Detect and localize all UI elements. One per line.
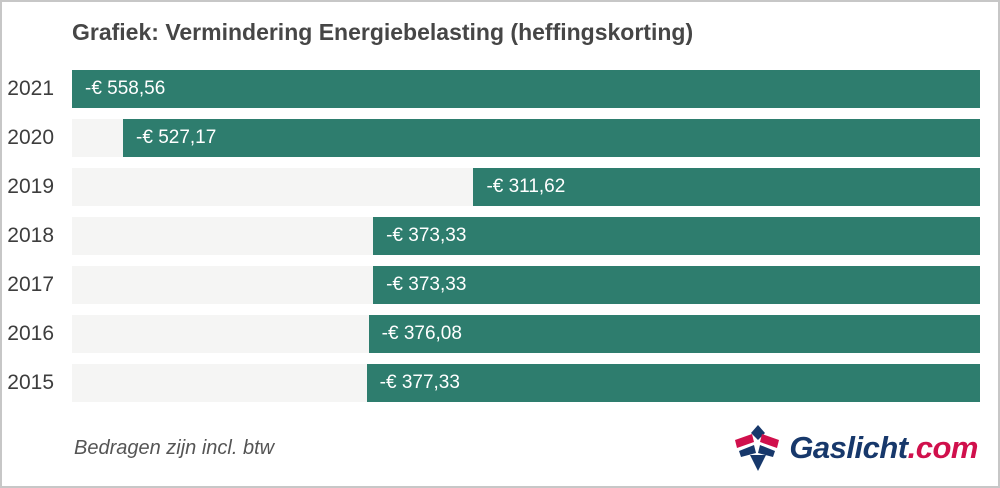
year-label: 2017 — [7, 273, 54, 296]
footnote: Bedragen zijn incl. btw — [74, 436, 275, 459]
chart-row: 2016 -€ 376,08 — [2, 315, 998, 353]
logo-name: Gaslicht — [789, 430, 908, 465]
bar: -€ 373,33 — [373, 217, 980, 255]
chart-row: 2018 -€ 373,33 — [2, 217, 998, 255]
bar: -€ 311,62 — [473, 168, 980, 206]
bar-track: -€ 373,33 — [72, 217, 980, 255]
bar-track: -€ 376,08 — [72, 315, 980, 353]
value-label: -€ 311,62 — [486, 176, 566, 197]
chart-row: 2015 -€ 377,33 — [2, 364, 998, 402]
gaslicht-logo-icon — [735, 425, 780, 471]
bar-track: -€ 527,17 — [72, 119, 980, 157]
value-label: -€ 373,33 — [386, 225, 467, 246]
bar-chart: 2021 -€ 558,56 2020 -€ 527,17 2019 -€ 31… — [2, 70, 998, 402]
chart-row: 2020 -€ 527,17 — [2, 119, 998, 157]
bar-track: -€ 377,33 — [72, 364, 980, 402]
bar: -€ 527,17 — [123, 119, 980, 157]
gaslicht-logo[interactable]: Gaslicht.com — [735, 424, 979, 472]
value-label: -€ 377,33 — [379, 372, 460, 393]
year-label: 2020 — [7, 126, 54, 149]
chart-row: 2019 -€ 311,62 — [2, 168, 998, 206]
year-label: 2019 — [7, 175, 54, 198]
bar: -€ 376,08 — [368, 315, 980, 353]
chart-footer: Bedragen zijn incl. btw Gaslicht.com — [74, 424, 979, 472]
value-label: -€ 376,08 — [381, 323, 462, 344]
bar: -€ 373,33 — [373, 266, 980, 304]
year-label: 2016 — [7, 322, 54, 345]
bar-track: -€ 558,56 — [72, 70, 980, 108]
year-label: 2018 — [7, 224, 54, 247]
logo-suffix: .com — [907, 430, 979, 465]
bar: -€ 377,33 — [366, 364, 980, 402]
gaslicht-logo-text: Gaslicht.com — [789, 430, 978, 466]
bar-track: -€ 311,62 — [72, 168, 980, 206]
chart-row: 2021 -€ 558,56 — [2, 70, 998, 108]
value-label: -€ 558,56 — [85, 78, 166, 99]
bar: -€ 558,56 — [72, 70, 980, 108]
chart-title: Grafiek: Vermindering Energiebelasting (… — [72, 19, 694, 45]
year-label: 2015 — [7, 371, 54, 394]
value-label: -€ 373,33 — [386, 274, 467, 295]
bar-track: -€ 373,33 — [72, 266, 980, 304]
value-label: -€ 527,17 — [136, 127, 217, 148]
chart-row: 2017 -€ 373,33 — [2, 266, 998, 304]
year-label: 2021 — [7, 77, 54, 100]
